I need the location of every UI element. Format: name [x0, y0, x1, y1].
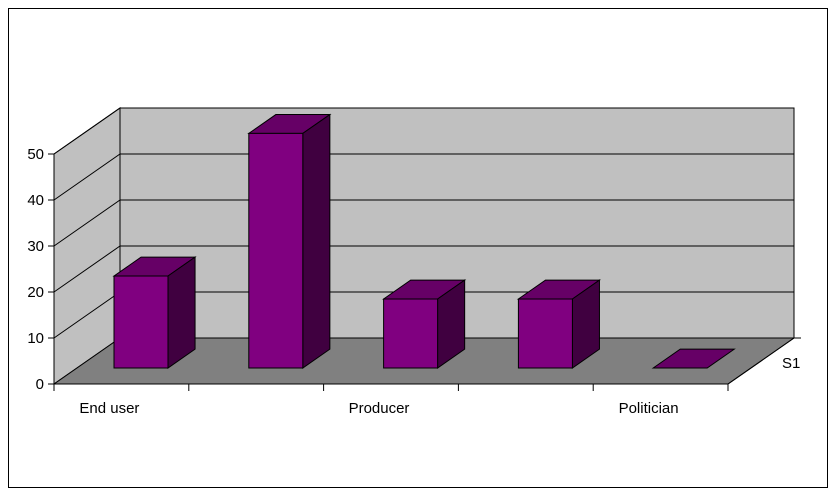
x-tick-label: End user	[79, 400, 139, 417]
y-tick-label: 40	[27, 192, 44, 209]
x-axis: End user Producer Politician	[53, 383, 729, 417]
y-tick-label: 50	[27, 146, 44, 163]
depth-axis-line	[727, 337, 795, 385]
y-tick-label: 30	[27, 238, 44, 255]
x-tick-label: Producer	[349, 400, 410, 417]
bar-side	[167, 256, 196, 369]
y-tick-label: 20	[27, 284, 44, 301]
gridline	[53, 199, 794, 247]
bar-top	[651, 348, 736, 369]
bar	[651, 348, 736, 369]
y-axis: 0 10 20 30 40 50	[27, 146, 55, 393]
series-axis: S1	[727, 337, 801, 385]
side-wall	[53, 107, 121, 385]
bars	[112, 113, 736, 369]
y-tick-label: 0	[36, 376, 44, 393]
y-tick-label: 10	[27, 330, 44, 347]
bar-front	[517, 298, 573, 369]
bar-front	[248, 132, 304, 369]
bar	[382, 279, 467, 369]
series-label: S1	[782, 355, 800, 372]
bar-front	[383, 298, 439, 369]
x-tick-label: Politician	[619, 400, 679, 417]
bar	[516, 279, 602, 369]
gridline	[53, 153, 794, 201]
bar	[112, 256, 197, 369]
bar-side	[302, 113, 331, 369]
gridline	[53, 245, 794, 293]
gridline	[53, 107, 794, 155]
bar	[247, 113, 332, 369]
bar-front	[113, 275, 169, 369]
